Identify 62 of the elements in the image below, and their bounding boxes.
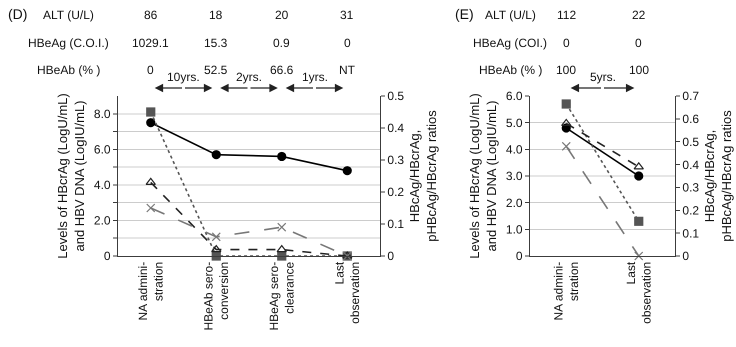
chart-title: (E) [455, 6, 474, 22]
text: ALT (U/L) [43, 8, 94, 22]
y2-tick-label: 0.4 [387, 121, 404, 136]
y2-tick-label: 0 [387, 249, 394, 264]
text: 86 [144, 8, 158, 22]
text: 15.3 [204, 36, 228, 50]
y2-tick-label: 0.7 [682, 89, 700, 104]
text: 0.9 [273, 36, 290, 50]
text: 0 [344, 36, 351, 50]
chart-title: (D) [8, 6, 28, 22]
y2-axis-title: HBcAg/HBcrAg, pHBcAg/HBcrAg ratios [407, 110, 439, 242]
y2-tick-label: 0.5 [682, 134, 700, 149]
text: 5yrs. [590, 70, 616, 84]
y-tick-label: 6.0 [506, 89, 523, 104]
text: 112 [557, 8, 576, 22]
text: 1029.1 [132, 36, 170, 50]
text: HBeAg (C.O.I.) [28, 36, 109, 50]
y2-tick-label: 0.3 [682, 180, 700, 195]
y2-tick-label: 0.2 [682, 203, 700, 218]
y-axis-title: Levels of HBcrAg (LogU/mL) and HBV DNA (LogIU/mL) [466, 93, 499, 259]
text: 20 [275, 8, 289, 22]
y2-axis-title: HBcAg/HBcrAg, pHBcAg/HBcrAg ratios [702, 110, 734, 242]
y-tick-label: 3.0 [506, 169, 523, 184]
text: 22 [632, 8, 646, 22]
y2-tick-label: 0.6 [682, 112, 700, 126]
y2-tick-label: 0.1 [387, 217, 404, 232]
y-tick-label: 8.0 [94, 106, 111, 121]
x-tick-label: NA admini- stration [136, 262, 166, 320]
y-axis-title: Levels of HBcrAg (LogU/mL) and HBV DNA (LogIU/mL) [54, 93, 87, 259]
text: HBeAb (% ) [479, 63, 542, 77]
text: 0 [635, 36, 642, 50]
text: NT [339, 63, 356, 77]
y-tick-label: 4.0 [506, 142, 523, 157]
y2-tick-label: 0.5 [387, 89, 404, 104]
y2-tick-label: 0.4 [682, 158, 700, 172]
text: 0 [563, 36, 570, 50]
x-tick-label: NA admini- stration [551, 262, 581, 320]
y2-tick-label: 0.1 [682, 226, 700, 240]
text: 100 [556, 63, 576, 77]
y-tick-label: 4.0 [94, 178, 111, 192]
y-tick-label: 0 [104, 249, 111, 264]
y-tick-label: 0 [516, 249, 523, 264]
y-tick-label: 6.0 [94, 142, 111, 157]
text: 31 [340, 8, 354, 22]
text: 10yrs. [167, 70, 200, 84]
text: 52.5 [204, 63, 228, 77]
text: HBeAb (% ) [37, 63, 100, 77]
y-tick-label: 2.0 [94, 214, 111, 228]
text: ALT (U/L) [485, 8, 536, 22]
text: 100 [629, 63, 650, 77]
text: HBeAg (COI.) [473, 36, 548, 50]
text: 18 [209, 8, 223, 22]
y-tick-label: 5.0 [506, 116, 523, 130]
y2-tick-label: 0 [682, 249, 690, 264]
y-tick-label: 2.0 [506, 196, 523, 210]
y-tick-label: 1.0 [506, 222, 523, 237]
y2-tick-label: 0.3 [387, 153, 404, 168]
text: 2yrs. [236, 70, 262, 84]
text: 1yrs. [302, 70, 328, 84]
text: 0 [147, 63, 154, 77]
y2-tick-label: 0.2 [387, 185, 404, 200]
text: 66.6 [270, 63, 294, 77]
